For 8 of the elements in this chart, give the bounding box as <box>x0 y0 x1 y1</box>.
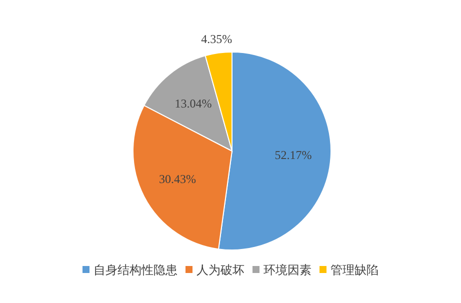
legend-label: 自身结构性隐患 <box>94 263 178 277</box>
legend-label: 环境因素 <box>264 263 312 277</box>
data-label: 52.17% <box>274 148 312 162</box>
data-label: 13.04% <box>174 96 212 110</box>
legend-label: 人为破坏 <box>196 263 244 277</box>
data-label: 4.35% <box>201 32 232 46</box>
legend-label: 管理缺陷 <box>330 263 378 277</box>
data-label: 30.43% <box>159 172 196 186</box>
